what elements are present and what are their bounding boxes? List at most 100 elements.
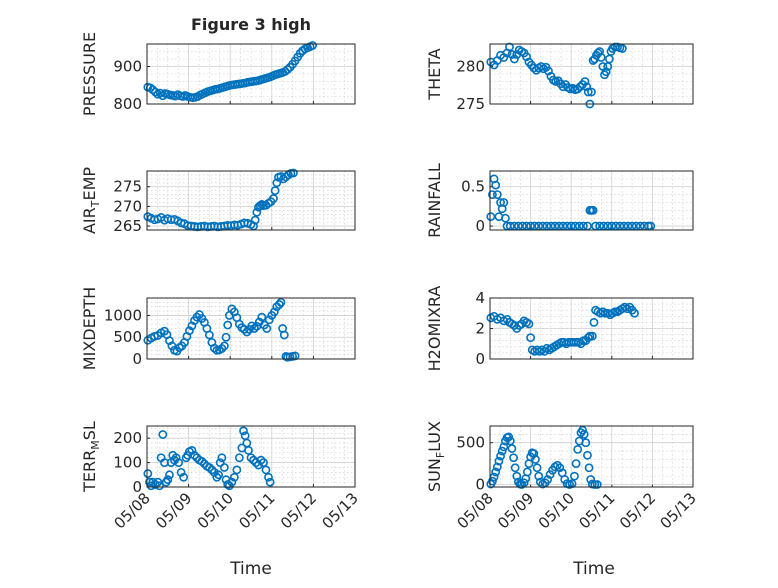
y-tick-label: 1000 [104,306,142,324]
data-point [488,476,497,486]
data-point [148,477,158,487]
data-point [588,205,598,215]
data-point [255,201,265,211]
data-point [583,333,593,343]
data-point [601,67,611,77]
data-point [578,425,587,435]
data-point [552,460,562,470]
data-point [573,444,583,454]
data-point [581,438,591,448]
data-point [579,429,589,439]
data-point [150,87,160,97]
data-point [596,53,606,62]
data-point [592,480,602,489]
data-point [510,463,520,473]
data-point [509,54,519,64]
data-point [257,312,267,322]
data-point [239,324,249,334]
data-point [229,472,239,482]
x-axis-label-left: Time [229,559,272,579]
axes-frame [146,425,356,488]
data-point [494,456,504,466]
y-tick-label: 500 [456,434,485,452]
data-point [246,453,256,463]
data-point [509,453,518,463]
y-tick-label: 4 [475,289,485,307]
data-point [261,465,271,475]
axes-frame [489,43,694,105]
figure-title: Figure 3 high [191,15,311,34]
data-point [244,445,253,455]
data-point [272,178,282,188]
data-point [254,460,263,470]
data-point [488,190,497,199]
data-point [589,317,599,327]
data-point [259,458,268,467]
data-point [617,44,627,53]
data-point [583,450,592,460]
y-tick-label: 0.5 [461,178,485,196]
data-point [232,465,242,475]
data-point [274,300,284,309]
data-point [535,477,545,487]
y-tick-label: 100 [113,454,142,472]
data-point [534,471,544,481]
data-point [249,324,259,333]
x-tick-label: 05/13 [657,489,700,532]
data-point [242,327,252,337]
data-point [171,453,181,463]
data-point [501,213,510,223]
data-point [219,463,229,472]
data-point [529,449,539,458]
x-tick-label: 05/09 [494,489,537,532]
data-point [219,341,229,351]
axes-frame [489,425,694,488]
data-point [217,453,227,463]
data-point [573,84,583,94]
data-point [587,331,597,341]
data-point [507,444,517,453]
data-point [234,453,244,463]
y-tick-label: 275 [113,178,142,196]
y-tick-label: 0 [475,350,485,368]
data-point [496,451,505,461]
x-tick-label: 05/10 [535,489,578,532]
axes-frame [489,170,694,231]
data-point [158,430,168,439]
y-tick-label: 0 [132,478,142,496]
data-point [250,215,260,225]
data-point [148,85,158,95]
data-point [197,456,207,466]
data-point [150,480,160,489]
data-point [504,432,514,442]
y-axis-label: TERRMSL [80,421,102,493]
data-point [165,470,174,480]
data-point [252,207,262,217]
subplot-pressure: 800 900 PRESSURE [80,32,356,116]
data-point [492,190,502,199]
axes-frame [146,170,356,231]
data-point [583,87,593,97]
data-point [522,52,531,62]
axes-frame [146,297,356,360]
data-point [269,194,278,203]
data-point [256,455,266,465]
data-point [265,477,275,487]
x-tick-label: 05/10 [194,489,237,532]
subplot-terr-msl: 05/0805/0905/1005/1105/1205/130100200TER… [80,421,362,532]
data-point [630,308,639,318]
data-point [163,475,173,485]
data-point [247,321,257,331]
subplot-h2omixra: 0 2 4 H2OMIXRA [425,286,694,371]
data-point [524,319,534,329]
data-point [192,312,202,322]
y-tick-label: 270 [113,197,142,215]
data-point [555,463,565,473]
data-point [544,66,553,76]
data-point [227,477,237,487]
data-point [223,320,233,330]
data-point [187,445,197,455]
